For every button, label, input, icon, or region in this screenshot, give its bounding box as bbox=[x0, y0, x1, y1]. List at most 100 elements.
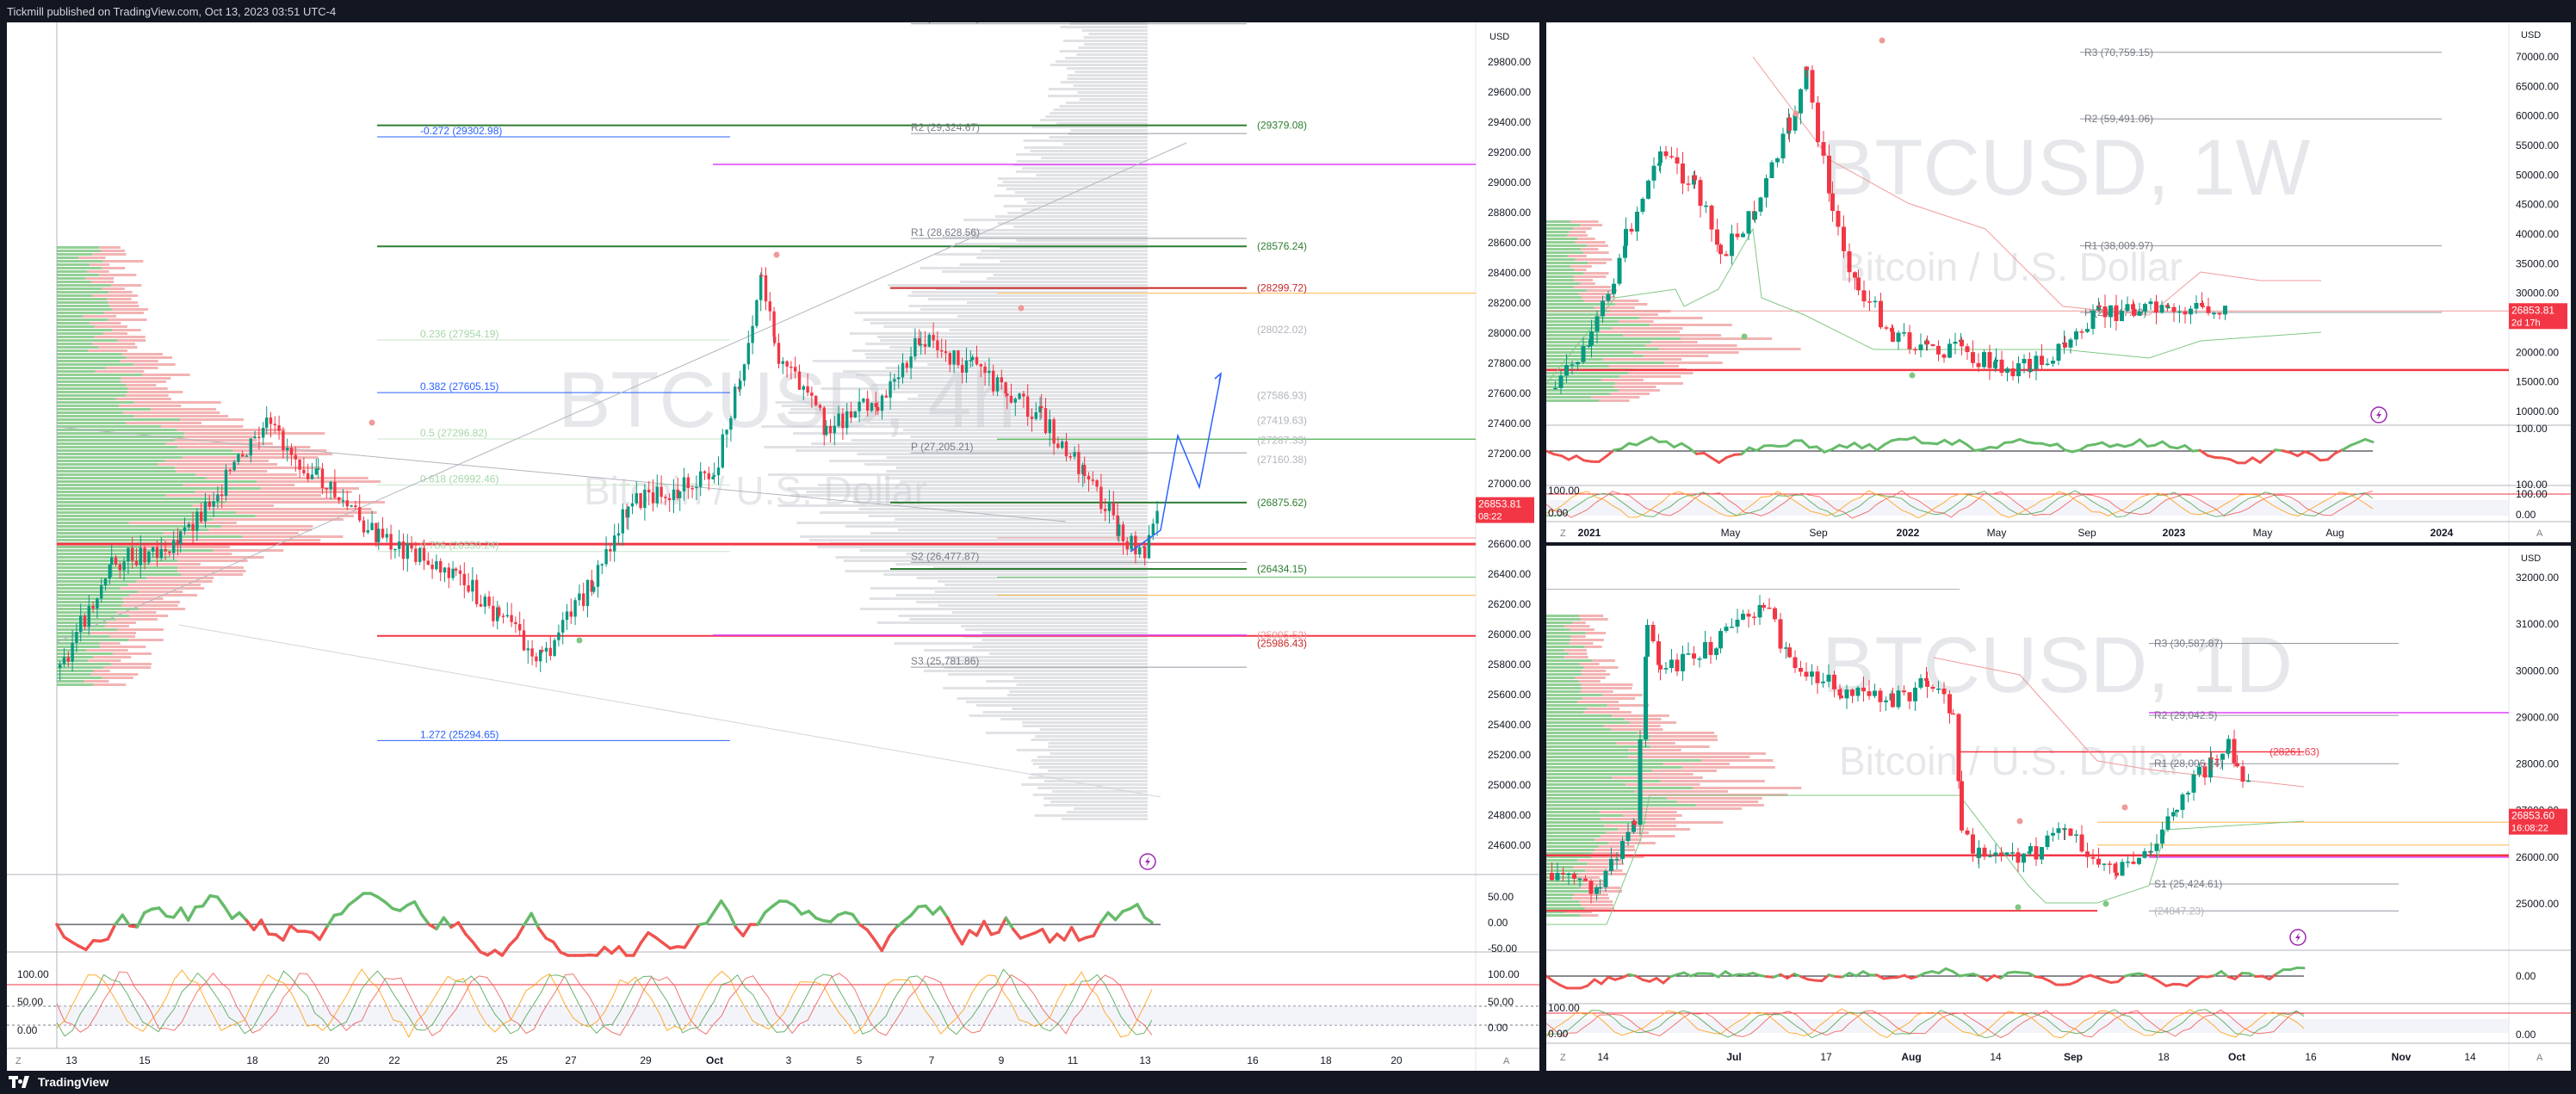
candle bbox=[1609, 858, 1613, 871]
candle bbox=[964, 360, 969, 373]
candle bbox=[1714, 648, 1718, 655]
candle bbox=[282, 430, 285, 451]
oscillator-line bbox=[2075, 975, 2085, 983]
lightning-icon[interactable] bbox=[2289, 929, 2307, 946]
oscillator-line bbox=[1841, 972, 1851, 979]
volume-profile-bar bbox=[1603, 725, 1661, 727]
volume-profile-bar bbox=[57, 656, 94, 658]
lightning-icon[interactable] bbox=[2370, 406, 2387, 423]
volume-profile-bar bbox=[1570, 220, 1599, 223]
volume-profile-bar bbox=[98, 346, 138, 349]
volume-profile-bar bbox=[1581, 673, 1611, 676]
chart-pane-1w[interactable]: BTCUSD, 1W Bitcoin / U.S. Dollar R3 (70,75… bbox=[1546, 22, 2571, 542]
volume-profile-bar bbox=[57, 315, 84, 318]
time-axis-label: 2021 bbox=[1578, 527, 1601, 539]
candle bbox=[2197, 766, 2201, 775]
volume-profile-bar bbox=[1546, 904, 1582, 906]
volume-profile-bar bbox=[965, 701, 1148, 703]
volume-profile-bar bbox=[865, 343, 1148, 345]
oscillator-line bbox=[311, 930, 322, 942]
volume-profile-bar bbox=[1546, 289, 1587, 292]
volume-profile-bar bbox=[183, 436, 257, 438]
oscillator-line bbox=[2176, 443, 2187, 450]
volume-profile-bar bbox=[1026, 201, 1148, 204]
candle bbox=[1009, 395, 1013, 403]
time-axis-label: 2024 bbox=[2430, 527, 2454, 539]
candle bbox=[1614, 858, 1619, 861]
volume-profile-bar bbox=[1016, 683, 1148, 686]
volume-profile-bar bbox=[1623, 814, 1682, 817]
volume-profile-bar bbox=[1083, 36, 1148, 39]
volume-profile-bar bbox=[57, 553, 164, 555]
oscillator-line bbox=[895, 919, 906, 929]
oscillator-line bbox=[887, 925, 898, 938]
oscillator-line bbox=[2040, 442, 2052, 448]
candle bbox=[406, 543, 409, 559]
pivot-label: S3 (25,781.86) bbox=[911, 655, 979, 667]
volume-profile-bar bbox=[1048, 742, 1148, 745]
candle bbox=[686, 477, 690, 488]
pivot-label: S2 (26,477.87) bbox=[911, 550, 979, 562]
volume-profile-bar bbox=[1073, 84, 1148, 87]
volume-profile-bar bbox=[986, 277, 1148, 280]
volume-profile-bar bbox=[57, 284, 111, 287]
candle bbox=[596, 565, 600, 587]
chart-pane-1d[interactable]: BTCUSD, 1D Bitcoin / U.S. Dollar R3 (30,58… bbox=[1546, 546, 2571, 1071]
candle bbox=[932, 335, 935, 341]
volume-profile-bar bbox=[57, 597, 123, 600]
volume-profile-bar bbox=[57, 449, 232, 452]
volume-profile-bar bbox=[126, 422, 202, 424]
volume-profile-bar bbox=[1546, 341, 1652, 343]
candle bbox=[1125, 541, 1129, 550]
candle bbox=[1918, 677, 1923, 688]
oscillator-line bbox=[1951, 970, 1961, 978]
candle bbox=[498, 607, 501, 616]
oscillator-line bbox=[135, 911, 146, 929]
candle bbox=[699, 471, 703, 487]
volume-profile-bar bbox=[1619, 375, 1681, 378]
oscillator-line bbox=[325, 913, 336, 929]
volume-profile-bar bbox=[986, 680, 1148, 683]
oscillator-line bbox=[245, 918, 256, 931]
lightning-icon[interactable] bbox=[1139, 853, 1156, 870]
volume-profile-bar bbox=[1060, 26, 1148, 28]
candle bbox=[2226, 739, 2231, 749]
volume-profile-bar bbox=[1546, 725, 1604, 727]
volume-profile-bar bbox=[1546, 831, 1607, 834]
volume-profile-bar bbox=[1582, 296, 1615, 299]
price-axis-label: 24600.00 bbox=[1488, 839, 1531, 851]
last-price-label: 26853.60 bbox=[2511, 810, 2554, 822]
price-axis-label: 25000.00 bbox=[2516, 898, 2559, 910]
pivot-label: R3 (70,759.15) bbox=[2084, 46, 2153, 59]
candle bbox=[585, 579, 590, 607]
volume-profile-bar bbox=[1611, 728, 1663, 731]
volume-profile-bar bbox=[1546, 262, 1588, 264]
candle bbox=[616, 533, 621, 536]
volume-profile-bar bbox=[84, 277, 115, 280]
candle bbox=[1884, 327, 1889, 329]
volume-profile-bar bbox=[1546, 800, 1677, 803]
supertrend-line bbox=[1546, 794, 2305, 925]
candle bbox=[1006, 393, 1009, 396]
volume-profile-bar bbox=[108, 301, 138, 304]
volume-profile-bar bbox=[86, 649, 128, 652]
trend-line bbox=[178, 624, 1161, 798]
tradingview-logo[interactable]: TradingView bbox=[9, 1074, 108, 1090]
candle bbox=[1040, 405, 1043, 409]
chart-pane-4h[interactable]: BTCUSD, 4h Bitcoin / U.S. Dollar -0.272 (2… bbox=[7, 22, 1539, 1071]
candle bbox=[1902, 690, 1906, 693]
candle bbox=[475, 579, 479, 604]
volume-profile-bar bbox=[99, 246, 121, 249]
volume-profile-bar bbox=[92, 343, 136, 345]
volume-profile-bar bbox=[1078, 46, 1148, 49]
volume-profile-bar bbox=[1591, 856, 1644, 858]
volume-profile-bar bbox=[1088, 33, 1148, 35]
volume-profile-bar bbox=[57, 281, 92, 283]
volume-profile-bar bbox=[1572, 621, 1586, 624]
candle bbox=[621, 509, 624, 534]
candle bbox=[1793, 113, 1798, 131]
volume-profile-bar bbox=[1638, 317, 1703, 319]
